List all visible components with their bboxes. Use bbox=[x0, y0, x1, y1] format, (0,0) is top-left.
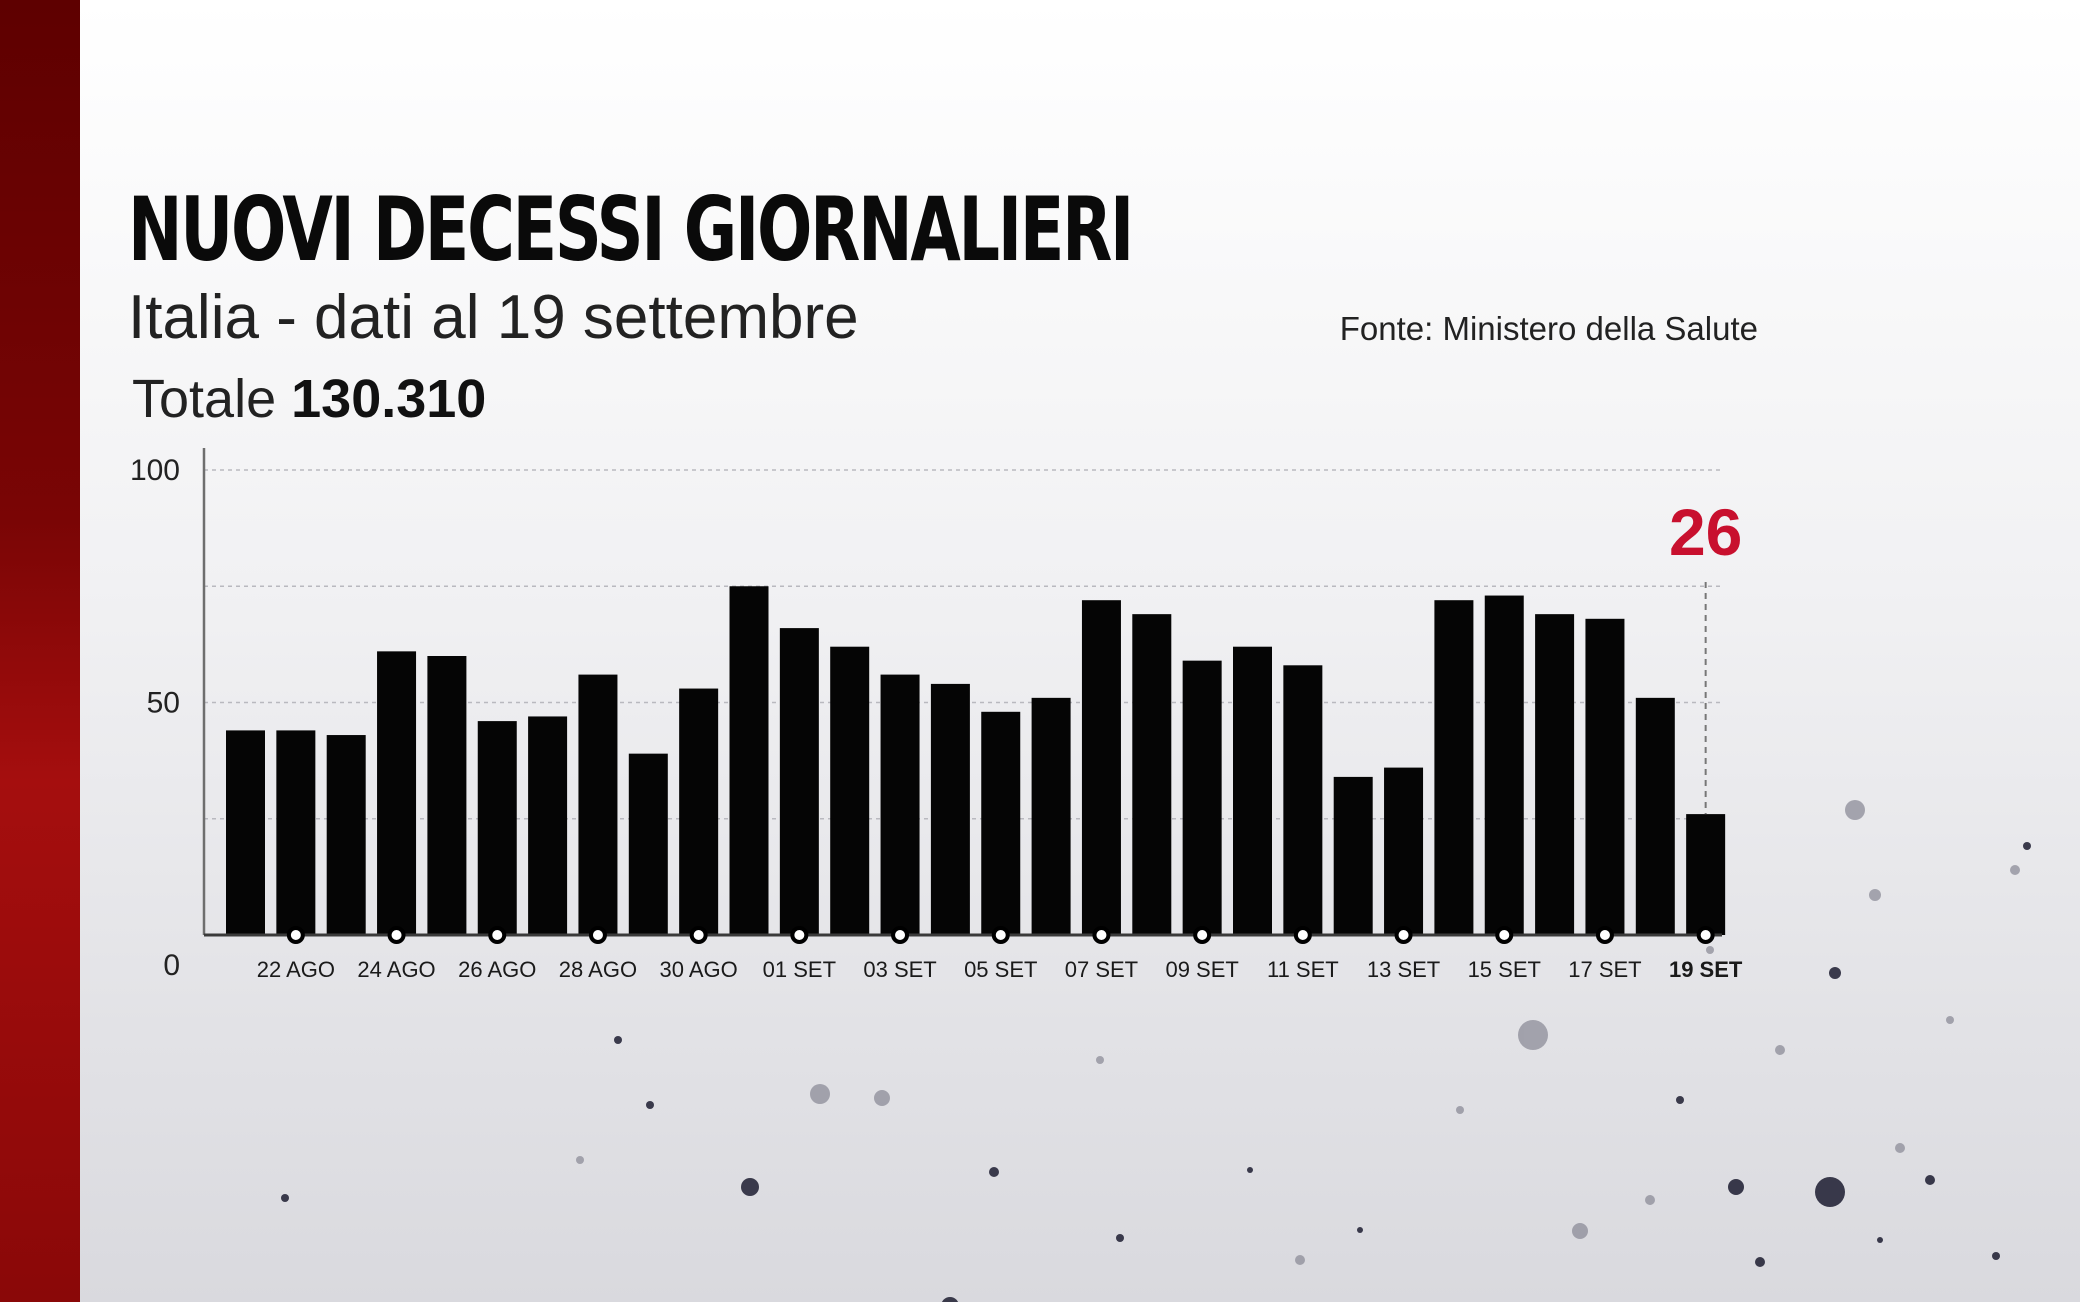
bar-04-set bbox=[930, 683, 970, 935]
x-tick-label: 11 SET bbox=[1267, 957, 1339, 982]
x-tick-label: 19 SET bbox=[1669, 957, 1743, 982]
bar-17-set bbox=[1585, 618, 1625, 935]
bar-31-ago bbox=[729, 586, 769, 935]
bar-30-ago bbox=[679, 688, 719, 935]
x-tick-marker bbox=[790, 926, 809, 944]
bar-03-set bbox=[880, 674, 920, 935]
x-tick-marker bbox=[488, 926, 507, 944]
x-tick-marker bbox=[387, 926, 406, 944]
x-tick-marker bbox=[1696, 926, 1715, 944]
y-tick-label: 100 bbox=[130, 454, 180, 487]
chart-subtitle: Italia - dati al 19 settembre bbox=[128, 283, 859, 352]
bar-21-ago bbox=[226, 730, 265, 935]
x-tick-label: 05 SET bbox=[964, 957, 1037, 982]
chart-title: NUOVI DECESSI GIORNALIERI bbox=[128, 178, 1134, 281]
total-line: Totale 130.310 bbox=[132, 368, 486, 430]
total-value: 130.310 bbox=[291, 369, 487, 429]
total-label: Totale bbox=[132, 369, 277, 429]
bar-15-set bbox=[1484, 595, 1524, 935]
x-tick-label: 01 SET bbox=[763, 957, 836, 982]
x-tick-marker bbox=[891, 926, 910, 944]
bar-09-set bbox=[1182, 660, 1222, 935]
x-tick-label: 24 AGO bbox=[357, 957, 435, 982]
x-tick-label: 28 AGO bbox=[559, 957, 637, 982]
highlight-value-label: 26 bbox=[1669, 495, 1742, 569]
x-tick-marker bbox=[1193, 926, 1212, 944]
bar-27-ago bbox=[528, 716, 568, 935]
bar-28-ago bbox=[578, 674, 618, 935]
x-tick-label: 26 AGO bbox=[458, 957, 536, 982]
bar-06-set bbox=[1031, 697, 1071, 935]
bar-08-set bbox=[1132, 614, 1172, 935]
bar-29-ago bbox=[628, 753, 668, 935]
bar-19-set bbox=[1686, 814, 1726, 935]
bar-18-set bbox=[1635, 697, 1675, 935]
x-tick-label: 09 SET bbox=[1165, 957, 1238, 982]
x-tick-label: 17 SET bbox=[1568, 957, 1641, 982]
red-side-band bbox=[0, 0, 80, 1302]
x-tick-marker bbox=[689, 926, 708, 944]
bar-16-set bbox=[1535, 614, 1575, 935]
x-tick-label: 22 AGO bbox=[257, 957, 335, 982]
bar-01-set bbox=[779, 628, 819, 935]
bar-22-ago bbox=[276, 730, 316, 935]
bar-05-set bbox=[981, 711, 1021, 935]
bar-23-ago bbox=[326, 735, 366, 935]
bar-13-set bbox=[1384, 767, 1424, 935]
bar-07-set bbox=[1081, 600, 1121, 935]
x-tick-label: 13 SET bbox=[1367, 957, 1440, 982]
bar-14-set bbox=[1434, 600, 1474, 935]
bar-10-set bbox=[1233, 646, 1272, 935]
x-tick-marker bbox=[1092, 926, 1111, 944]
bar-25-ago bbox=[427, 656, 467, 935]
x-tick-label: 30 AGO bbox=[660, 957, 738, 982]
x-tick-label: 03 SET bbox=[863, 957, 936, 982]
x-tick-marker bbox=[1293, 926, 1312, 944]
x-tick-marker bbox=[286, 926, 305, 944]
x-tick-marker bbox=[991, 926, 1010, 944]
bar-12-set bbox=[1333, 776, 1373, 935]
source-label: Fonte: Ministero della Salute bbox=[1339, 310, 1758, 347]
bar-24-ago bbox=[377, 651, 417, 935]
bar-11-set bbox=[1283, 665, 1323, 935]
x-tick-marker bbox=[1495, 926, 1514, 944]
x-tick-label: 07 SET bbox=[1065, 957, 1138, 982]
y-tick-label: 50 bbox=[147, 687, 180, 720]
bar-26-ago bbox=[477, 721, 517, 935]
x-tick-label: 15 SET bbox=[1468, 957, 1541, 982]
x-tick-marker bbox=[588, 926, 607, 944]
x-tick-marker bbox=[1394, 926, 1413, 944]
y-tick-label: 0 bbox=[163, 949, 180, 982]
x-tick-marker bbox=[1595, 926, 1614, 944]
bar-02-set bbox=[830, 646, 870, 935]
